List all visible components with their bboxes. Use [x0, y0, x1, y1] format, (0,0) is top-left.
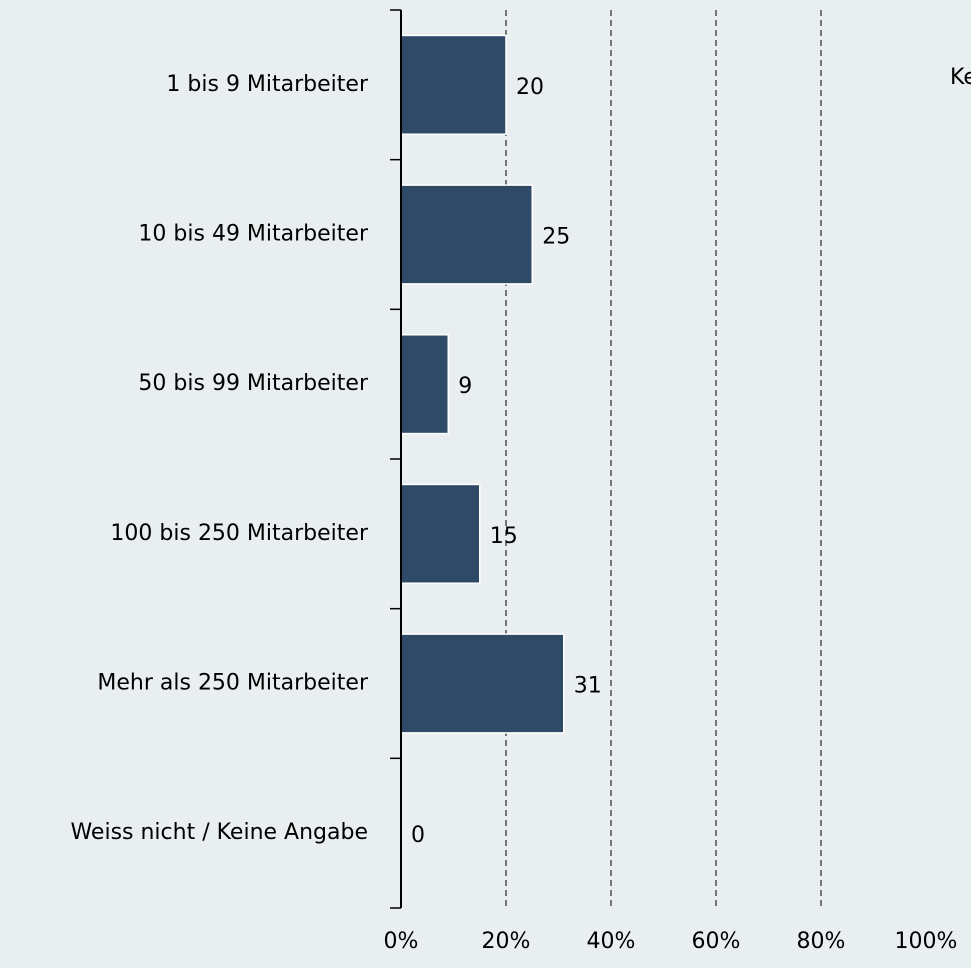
y-tick-label: 100 bis 250 Mitarbeiter [110, 521, 369, 546]
x-tick-label: 40% [587, 929, 636, 954]
value-label: 31 [574, 674, 602, 699]
value-label: 20 [516, 75, 544, 100]
bar [400, 633, 565, 734]
bar [400, 34, 507, 135]
value-label: 25 [542, 225, 570, 250]
bar [400, 334, 449, 435]
x-tick-label: 80% [797, 929, 846, 954]
value-label: 15 [490, 524, 518, 549]
x-tick-label: 20% [482, 929, 531, 954]
value-label: 0 [411, 823, 425, 848]
x-tick-label: 60% [692, 929, 741, 954]
y-tick-label: 50 bis 99 Mitarbeiter [138, 371, 369, 396]
x-tick-label: 0% [384, 929, 419, 954]
legend-text: Ke [950, 65, 971, 90]
y-tick-label: 10 bis 49 Mitarbeiter [138, 222, 369, 247]
value-label: 9 [458, 374, 472, 399]
y-tick-label: 1 bis 9 Mitarbeiter [166, 72, 369, 97]
x-tick-label: 100% [895, 929, 958, 954]
y-tick-label: Mehr als 250 Mitarbeiter [97, 671, 369, 696]
bar [400, 184, 533, 285]
y-tick-label: Weiss nicht / Keine Angabe [70, 820, 368, 845]
bar [400, 483, 481, 584]
